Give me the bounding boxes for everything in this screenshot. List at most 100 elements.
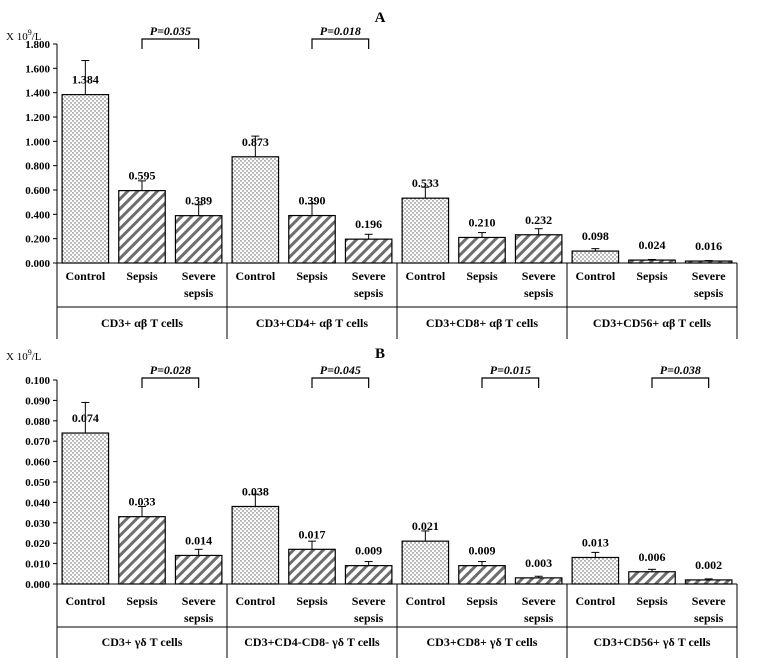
p-value-label: P=0.045 bbox=[320, 363, 361, 377]
bar bbox=[458, 236, 506, 264]
y-tick-label: 1.800 bbox=[25, 39, 50, 51]
category-label: Severe bbox=[692, 594, 726, 608]
category-label: Sepsis bbox=[126, 594, 158, 608]
group-label: CD3+ αβ T cells bbox=[101, 316, 183, 330]
data-label: 0.014 bbox=[185, 533, 212, 547]
bar bbox=[174, 554, 223, 585]
data-label: 0.021 bbox=[412, 519, 439, 533]
p-value-label: P=0.015 bbox=[490, 363, 531, 377]
category-label: Control bbox=[65, 594, 105, 608]
y-tick-label: 0.060 bbox=[25, 457, 50, 469]
category-label: sepsis bbox=[524, 611, 554, 625]
data-label: 0.595 bbox=[129, 169, 156, 183]
bar bbox=[684, 260, 733, 264]
category-label: Sepsis bbox=[466, 269, 498, 283]
category-label: Sepsis bbox=[296, 269, 328, 283]
y-tick-label: 0.200 bbox=[25, 234, 50, 246]
data-label: 0.003 bbox=[525, 556, 552, 570]
y-tick-label: 0.070 bbox=[25, 436, 50, 448]
group-label: CD3+CD4-CD8- γδ T cells bbox=[244, 635, 380, 649]
category-label: Control bbox=[405, 594, 445, 608]
category-label: Sepsis bbox=[126, 269, 158, 283]
significance-bracket bbox=[651, 377, 710, 388]
p-value-label: P=0.018 bbox=[320, 24, 361, 38]
category-label: Control bbox=[65, 269, 105, 283]
data-label: 0.232 bbox=[525, 213, 552, 227]
bar bbox=[288, 214, 336, 264]
significance-bracket bbox=[141, 38, 200, 49]
p-value-label: P=0.035 bbox=[150, 24, 191, 38]
data-label: 0.210 bbox=[469, 215, 496, 229]
bar bbox=[514, 234, 563, 264]
category-label: Severe bbox=[182, 594, 216, 608]
data-label: 0.013 bbox=[582, 535, 609, 549]
bar bbox=[458, 565, 506, 585]
p-value-label: P=0.028 bbox=[150, 363, 191, 377]
panel-label: B bbox=[375, 346, 385, 362]
bar bbox=[231, 505, 280, 585]
data-label: 1.384 bbox=[72, 73, 99, 87]
category-label: sepsis bbox=[184, 611, 214, 625]
data-label: 0.533 bbox=[412, 176, 439, 190]
category-label: sepsis bbox=[354, 286, 384, 300]
data-label: 0.009 bbox=[355, 544, 382, 558]
category-label: Sepsis bbox=[466, 594, 498, 608]
group-label: CD3+CD8+ αβ T cells bbox=[426, 316, 538, 330]
data-label: 0.873 bbox=[242, 135, 269, 149]
category-label: Control bbox=[575, 594, 615, 608]
bar bbox=[401, 540, 450, 585]
bar bbox=[628, 259, 676, 264]
bar bbox=[344, 565, 393, 585]
y-tick-label: 0.100 bbox=[25, 375, 50, 387]
category-label: sepsis bbox=[354, 611, 384, 625]
category-label: Control bbox=[235, 594, 275, 608]
significance-bracket bbox=[141, 377, 200, 388]
bar bbox=[684, 579, 733, 585]
data-label: 0.074 bbox=[72, 411, 99, 425]
data-label: 0.098 bbox=[582, 229, 609, 243]
group-3: 0.533 Control 0.210 Sepsis 0.232 Severe sepsis… bbox=[401, 176, 568, 339]
data-label: 0.038 bbox=[242, 484, 269, 498]
y-tick-label: 1.600 bbox=[25, 63, 50, 75]
group-label: CD3+ γδ T cells bbox=[102, 635, 183, 649]
y-tick-label: 0.000 bbox=[25, 258, 50, 270]
group-label: CD3+CD56+ αβ T cells bbox=[593, 316, 711, 330]
group-3: 0.021 Control 0.009 Sepsis 0.003 Severe sepsis… bbox=[401, 363, 568, 658]
bar bbox=[118, 190, 166, 264]
y-unit-label: X 109/L bbox=[6, 348, 42, 363]
y-tick-label: 0.050 bbox=[25, 477, 50, 489]
category-label: Severe bbox=[352, 269, 386, 283]
group-4: 0.098 Control 0.024 Sepsis 0.016 Severe sepsis… bbox=[571, 229, 738, 339]
category-label: Sepsis bbox=[636, 269, 668, 283]
category-label: Control bbox=[405, 269, 445, 283]
significance-bracket bbox=[481, 377, 540, 388]
bar bbox=[288, 548, 336, 585]
data-label: 0.390 bbox=[299, 194, 326, 208]
y-tick-label: 0.090 bbox=[25, 395, 50, 407]
category-label: Severe bbox=[182, 269, 216, 283]
p-value-label: P=0.038 bbox=[660, 363, 701, 377]
bar bbox=[61, 94, 110, 264]
data-label: 0.009 bbox=[469, 544, 496, 558]
category-label: Severe bbox=[692, 269, 726, 283]
y-tick-label: 1.200 bbox=[25, 112, 50, 124]
category-label: Severe bbox=[352, 594, 386, 608]
y-tick-label: 0.400 bbox=[25, 209, 50, 221]
y-tick-label: 0.600 bbox=[25, 185, 50, 197]
category-label: Severe bbox=[522, 594, 556, 608]
group-label: CD3+CD4+ αβ T cells bbox=[256, 316, 368, 330]
panel-label: A bbox=[375, 10, 386, 26]
group-2: 0.038 Control 0.017 Sepsis 0.009 Severe sepsis… bbox=[231, 363, 398, 658]
significance-bracket bbox=[311, 38, 370, 49]
category-label: Sepsis bbox=[296, 594, 328, 608]
bar bbox=[61, 432, 110, 585]
data-label: 0.024 bbox=[639, 238, 666, 252]
group-1: 1.384 Control 0.595 Sepsis 0.389 Severe sepsis… bbox=[61, 24, 228, 339]
significance-bracket bbox=[311, 377, 370, 388]
data-label: 0.016 bbox=[695, 239, 722, 253]
group-2: 0.873 Control 0.390 Sepsis 0.196 Severe sepsis… bbox=[231, 24, 398, 339]
category-label: Control bbox=[235, 269, 275, 283]
y-tick-label: 0.020 bbox=[25, 538, 50, 550]
y-unit-label: X 109/L bbox=[6, 28, 42, 43]
